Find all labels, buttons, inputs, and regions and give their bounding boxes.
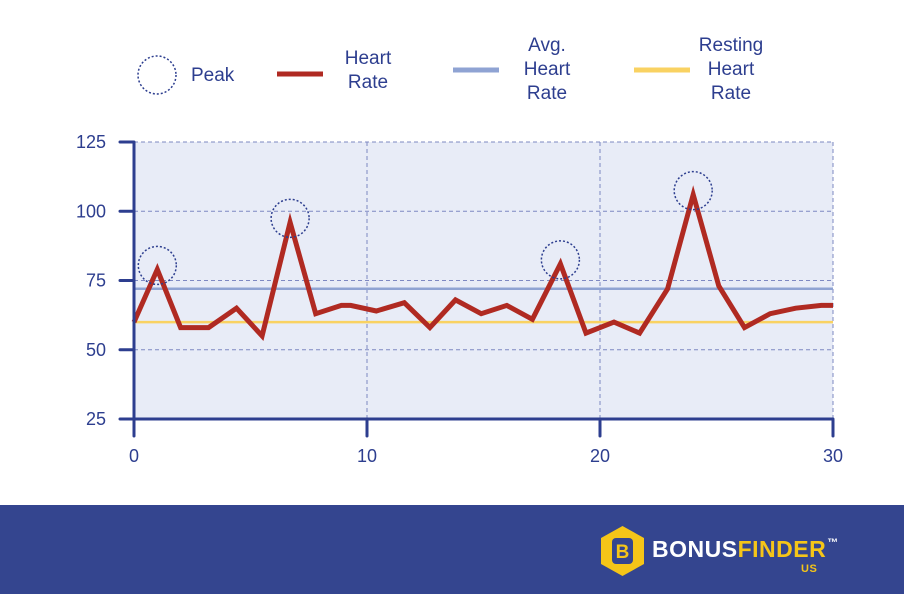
legend-heart-rate-label-line1: Heart: [345, 48, 392, 69]
legend-peak-label: Peak: [191, 65, 235, 86]
bonusfinder-hexagon-icon: B: [601, 526, 644, 576]
brand-name: BONUSFINDER™: [652, 536, 839, 563]
brand-name-part2: FINDER: [737, 536, 827, 562]
brand-region: US: [801, 563, 818, 575]
x-tick-label-10: 10: [357, 446, 377, 466]
y-tick-label-50: 50: [86, 340, 106, 360]
brand-trademark: ™: [827, 537, 839, 549]
peak-markers: [137, 170, 713, 286]
legend-avg-label-line1: Avg.: [528, 35, 566, 56]
peak-marker-1: [137, 245, 178, 286]
legend-peak-icon: [137, 55, 177, 95]
y-tick-label-75: 75: [86, 271, 106, 291]
chart-canvas: Peak Heart Rate Avg. Heart Rate Resting …: [76, 35, 843, 466]
peak-marker-3: [540, 240, 581, 280]
tick-labels: 25 50 75 100 125 0 10 20 30: [76, 132, 843, 466]
plot-area: [134, 142, 833, 419]
y-tick-label-100: 100: [76, 201, 106, 221]
heart-rate-series: [131, 185, 833, 342]
brand-logo: B BONUSFINDER™ US: [600, 525, 840, 577]
legend-avg-label-line3: Rate: [527, 83, 567, 104]
legend-resting-label-line3: Rate: [711, 83, 751, 104]
y-tick-label-25: 25: [86, 409, 106, 429]
legend-resting-label-line2: Heart: [708, 59, 755, 80]
y-tick-label-125: 125: [76, 132, 106, 152]
x-tick-label-0: 0: [129, 446, 139, 466]
peak-marker-2: [270, 198, 310, 239]
legend-avg-label-line2: Heart: [524, 59, 571, 80]
brand-icon-letter: B: [616, 542, 630, 563]
x-tick-label-30: 30: [823, 446, 843, 466]
axes: [118, 140, 835, 438]
legend: Peak Heart Rate Avg. Heart Rate Resting …: [137, 35, 763, 104]
legend-resting-label-line1: Resting: [699, 35, 763, 56]
brand-name-part1: BONUS: [652, 536, 738, 562]
x-tick-label-20: 20: [590, 446, 610, 466]
peak-marker-4: [673, 170, 713, 211]
footer-banner: B BONUSFINDER™ US: [0, 505, 904, 594]
legend-heart-rate-label-line2: Rate: [348, 72, 388, 93]
heart-rate-line: [131, 185, 833, 342]
